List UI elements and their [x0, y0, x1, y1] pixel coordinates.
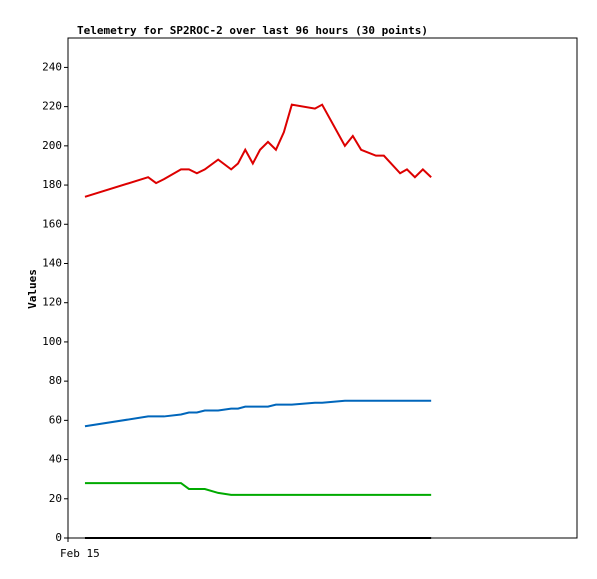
y-tick-label: 120 — [42, 296, 62, 309]
y-tick-label: 100 — [42, 335, 62, 348]
y-tick-label: 180 — [42, 178, 62, 191]
series-line — [84, 482, 432, 496]
x-tick-label: Feb 15 — [60, 547, 100, 560]
y-tick-label: 200 — [42, 139, 62, 152]
plot-frame — [67, 37, 578, 539]
y-tick-label: 220 — [42, 100, 62, 113]
series-line — [84, 103, 432, 198]
y-tick-label: 240 — [42, 60, 62, 73]
y-tick-label: 60 — [49, 413, 62, 426]
y-axis-label: Values — [26, 269, 39, 309]
series-line — [84, 399, 432, 428]
y-tick-label: 20 — [49, 492, 62, 505]
y-tick-label: 0 — [55, 531, 62, 544]
y-tick-label: 40 — [49, 453, 62, 466]
y-tick-label: 140 — [42, 256, 62, 269]
y-tick-label: 80 — [49, 374, 62, 387]
y-tick-label: 160 — [42, 217, 62, 230]
chart-title: Telemetry for SP2ROC-2 over last 96 hour… — [77, 24, 428, 37]
